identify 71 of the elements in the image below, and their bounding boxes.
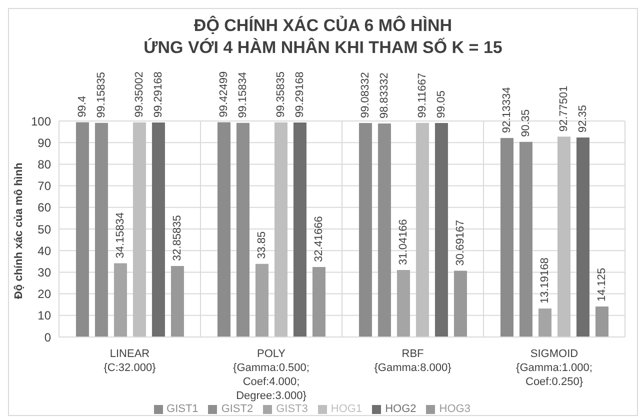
- data-label: 99.35835: [274, 71, 287, 118]
- data-label: 34.15834: [114, 212, 126, 258]
- x-tick-label: LINEAR {C:32.000}: [104, 348, 156, 374]
- data-label: 32.85835: [171, 215, 184, 262]
- data-label: 99.05: [435, 90, 448, 118]
- bar: [454, 270, 467, 337]
- bar: [274, 122, 288, 337]
- legend-label: HOG2: [385, 403, 416, 415]
- bar: [416, 122, 429, 337]
- data-label: 13.19168: [538, 258, 551, 304]
- bar: [500, 138, 514, 337]
- y-tick-label: 0: [44, 330, 52, 344]
- bar: [217, 122, 230, 337]
- data-label: 99.4: [76, 96, 88, 118]
- bar: [396, 270, 410, 337]
- bar: [538, 308, 552, 337]
- y-tick-label: 30: [38, 265, 52, 280]
- bar: [519, 142, 532, 337]
- bar: [358, 122, 372, 337]
- bar: [114, 263, 127, 337]
- legend-label: HOG3: [439, 403, 470, 415]
- x-tick-label: RBF {Gamma:8.000}: [374, 348, 452, 374]
- y-tick-label: 100: [30, 114, 52, 128]
- y-tick-label: 60: [38, 200, 52, 215]
- bar: [76, 122, 89, 337]
- data-label: 92.77501: [558, 86, 570, 132]
- y-tick-label: 50: [38, 222, 52, 236]
- y-tick-label: 90: [38, 136, 52, 150]
- data-label: 31.04166: [397, 219, 410, 265]
- bar: [94, 122, 108, 337]
- data-label: 99.29168: [152, 72, 164, 118]
- chart-title: ĐỘ CHÍNH XÁC CỦA 6 MÔ HÌNH ỨNG VỚI 4 HÀM NHÂN KHI THAM SỐ K = 15: [142, 14, 504, 59]
- bar: [293, 122, 306, 337]
- data-label: 99.35002: [133, 72, 146, 118]
- data-label: 99.42499: [218, 71, 230, 118]
- legend-label: HOG1: [330, 403, 362, 415]
- legend-label: GIST3: [276, 403, 308, 415]
- legend-label: GIST2: [221, 403, 254, 415]
- data-label: 99.15834: [236, 72, 249, 118]
- y-tick-label: 40: [38, 244, 52, 258]
- bar: [312, 266, 326, 337]
- y-axis-title: Độ chính xác của mô hình: [12, 162, 25, 299]
- data-label: 92.35: [576, 104, 589, 133]
- x-tick-label: SIGMOID {Gamma:1.000; Coef:0.250}: [516, 348, 592, 388]
- legend-label: GIST1: [166, 403, 198, 415]
- data-label: 99.29168: [294, 72, 306, 118]
- x-tick-label: POLY {Gamma:0.500; Coef:4.000; Degree:3.000}: [233, 348, 310, 402]
- bar: [255, 264, 268, 337]
- y-tick-label: 20: [38, 287, 52, 302]
- bar: [132, 122, 146, 337]
- bar: [557, 136, 570, 337]
- data-label: 32.41666: [312, 216, 325, 262]
- y-tick-label: 10: [38, 308, 52, 323]
- data-label: 14.125: [596, 268, 608, 302]
- y-tick-label: 70: [38, 179, 52, 194]
- data-label: 99.15835: [95, 72, 108, 118]
- bar: [378, 124, 391, 337]
- bar: [434, 123, 448, 337]
- data-label: 90.35: [520, 109, 532, 137]
- data-label: 92.13334: [500, 87, 513, 133]
- bar: [595, 306, 608, 337]
- data-label: 99.11667: [416, 72, 428, 118]
- bar: [576, 138, 590, 337]
- bar: [170, 266, 184, 337]
- bar: [236, 122, 250, 337]
- y-tick-label: 80: [38, 157, 52, 172]
- data-label: 98.83332: [378, 72, 390, 119]
- bar: [152, 122, 165, 337]
- data-label: 30.69167: [454, 220, 466, 266]
- data-label: 99.08332: [359, 72, 372, 118]
- data-label: 33.85: [256, 231, 268, 259]
